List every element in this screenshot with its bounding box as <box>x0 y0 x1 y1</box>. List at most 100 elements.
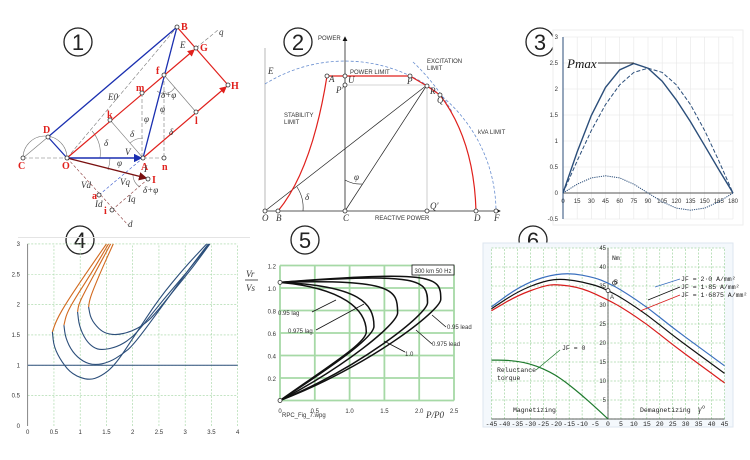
curve-lower-branch <box>77 243 210 350</box>
point-label-I: I <box>152 175 156 186</box>
series-label: 1.0 <box>405 352 414 358</box>
symbol-label: δ <box>169 127 174 137</box>
construction-arc <box>22 135 68 159</box>
series-label: 0.95 lead <box>447 325 472 331</box>
reluctance-label: torque <box>497 375 521 382</box>
point-marker <box>342 82 348 88</box>
y-tick-label: 0 <box>17 424 21 430</box>
point-m <box>139 90 145 96</box>
fl-line <box>163 74 197 113</box>
legend-label: JF = 0 <box>562 345 586 352</box>
label-kva: kVA LIMIT <box>478 130 506 136</box>
curve-upper-branch <box>51 243 107 333</box>
torque-curve <box>491 273 725 367</box>
start-point <box>277 279 283 285</box>
x-tick-label: -40 <box>499 421 511 428</box>
reluctance-label: Reluctance <box>497 367 536 374</box>
point-label-n: n <box>162 162 168 173</box>
label-stability_1: STABILITY <box>284 113 314 119</box>
pmax-annotation: Pmax <box>566 56 597 71</box>
y-tick-label: 1.5 <box>550 113 559 119</box>
y-tick-label: 0.4 <box>268 355 277 361</box>
symbol-label: E0 <box>107 92 118 102</box>
curve-upper-branch <box>77 243 112 312</box>
point-marker <box>262 208 268 214</box>
symbol-label: E <box>179 40 186 50</box>
curve-lower-branch <box>88 243 211 336</box>
point-label-H: H <box>231 81 239 92</box>
x-tick-label: 135 <box>685 199 696 205</box>
point-H <box>225 82 231 88</box>
panel-number-circle <box>290 225 320 255</box>
x-tick-label: 1.5 <box>102 430 111 436</box>
delta-arc-2 <box>129 137 144 144</box>
point-a <box>96 192 102 198</box>
panel-number: 2 <box>292 30 304 55</box>
pv-curve <box>279 281 368 402</box>
label-r: R <box>429 86 436 96</box>
cd-line <box>22 136 49 159</box>
pv-curve <box>279 275 442 402</box>
y-tick-label: -0.5 <box>548 217 559 223</box>
series-leader-line <box>415 329 433 345</box>
point-I <box>145 176 151 182</box>
db-line <box>47 26 178 138</box>
x-tick-label: 2.5 <box>155 430 164 436</box>
point-marker <box>473 208 479 214</box>
x-tick-label: 180 <box>728 199 739 205</box>
point-label-B: B <box>181 22 188 33</box>
vq-line <box>98 157 144 196</box>
point-marker <box>493 208 499 214</box>
stability-limit-curve <box>277 75 328 212</box>
legend-label: JF = 1·85 A/mm² <box>681 284 740 291</box>
point-label-k: k <box>107 110 113 121</box>
point-label-i: i <box>104 206 107 217</box>
symbol-label: δ+φ <box>143 185 158 195</box>
y-tick-label: 1 <box>555 139 559 145</box>
phi-arc <box>344 179 363 185</box>
y-tick-label: 1.2 <box>268 265 277 271</box>
point-D <box>45 134 51 140</box>
x-tick-label: 60 <box>616 199 623 205</box>
label-excitation_2: LIMIT <box>427 66 443 72</box>
panel-number: 4 <box>74 228 86 253</box>
title-box-text: 300 km 50 Hz <box>414 269 451 275</box>
legend-label: JF = 1·6875 A/mm² <box>681 292 747 299</box>
x-tick-label: 10 <box>630 421 638 428</box>
label-power: POWER <box>318 36 341 42</box>
curve-lower-branch <box>51 243 208 380</box>
y-tick-label: 2.5 <box>550 61 559 67</box>
x-tick-label: 30 <box>588 199 595 205</box>
series-leader-line <box>383 340 406 353</box>
y-tick-label: 1 <box>17 363 21 369</box>
y-tick-label: 40 <box>599 265 606 271</box>
symbol-label: Iq <box>127 194 136 204</box>
ob-line <box>66 26 178 159</box>
symbol-label: φ <box>160 104 165 114</box>
point-O <box>64 155 70 161</box>
y-tick-label: 3 <box>17 242 21 248</box>
x-tick-label: 45 <box>721 421 729 428</box>
point-B-marker <box>612 280 617 286</box>
x-tick-label: 3.5 <box>207 430 216 436</box>
d-axis <box>66 157 129 226</box>
x-tick-label: -35 <box>511 421 523 428</box>
x-tick-label: 45 <box>602 199 609 205</box>
x-tick-label: 25 <box>669 421 677 428</box>
iq-line <box>111 178 149 211</box>
kva-limit-arc <box>264 60 497 212</box>
point-label-l: l <box>195 116 198 127</box>
point-marker <box>324 73 330 79</box>
x-tick-label: 150 <box>700 199 711 205</box>
y-tick-label: 20 <box>599 341 606 347</box>
ah-line <box>142 86 227 159</box>
point-A <box>140 155 146 161</box>
label-e: E <box>267 66 274 76</box>
x-tick-label: 15 <box>643 421 651 428</box>
x-tick-label: 3 <box>184 430 188 436</box>
point-B <box>174 24 180 30</box>
x-tick-label: -15 <box>563 421 575 428</box>
point-f <box>161 72 167 78</box>
y-tick-label: 5 <box>603 398 607 404</box>
